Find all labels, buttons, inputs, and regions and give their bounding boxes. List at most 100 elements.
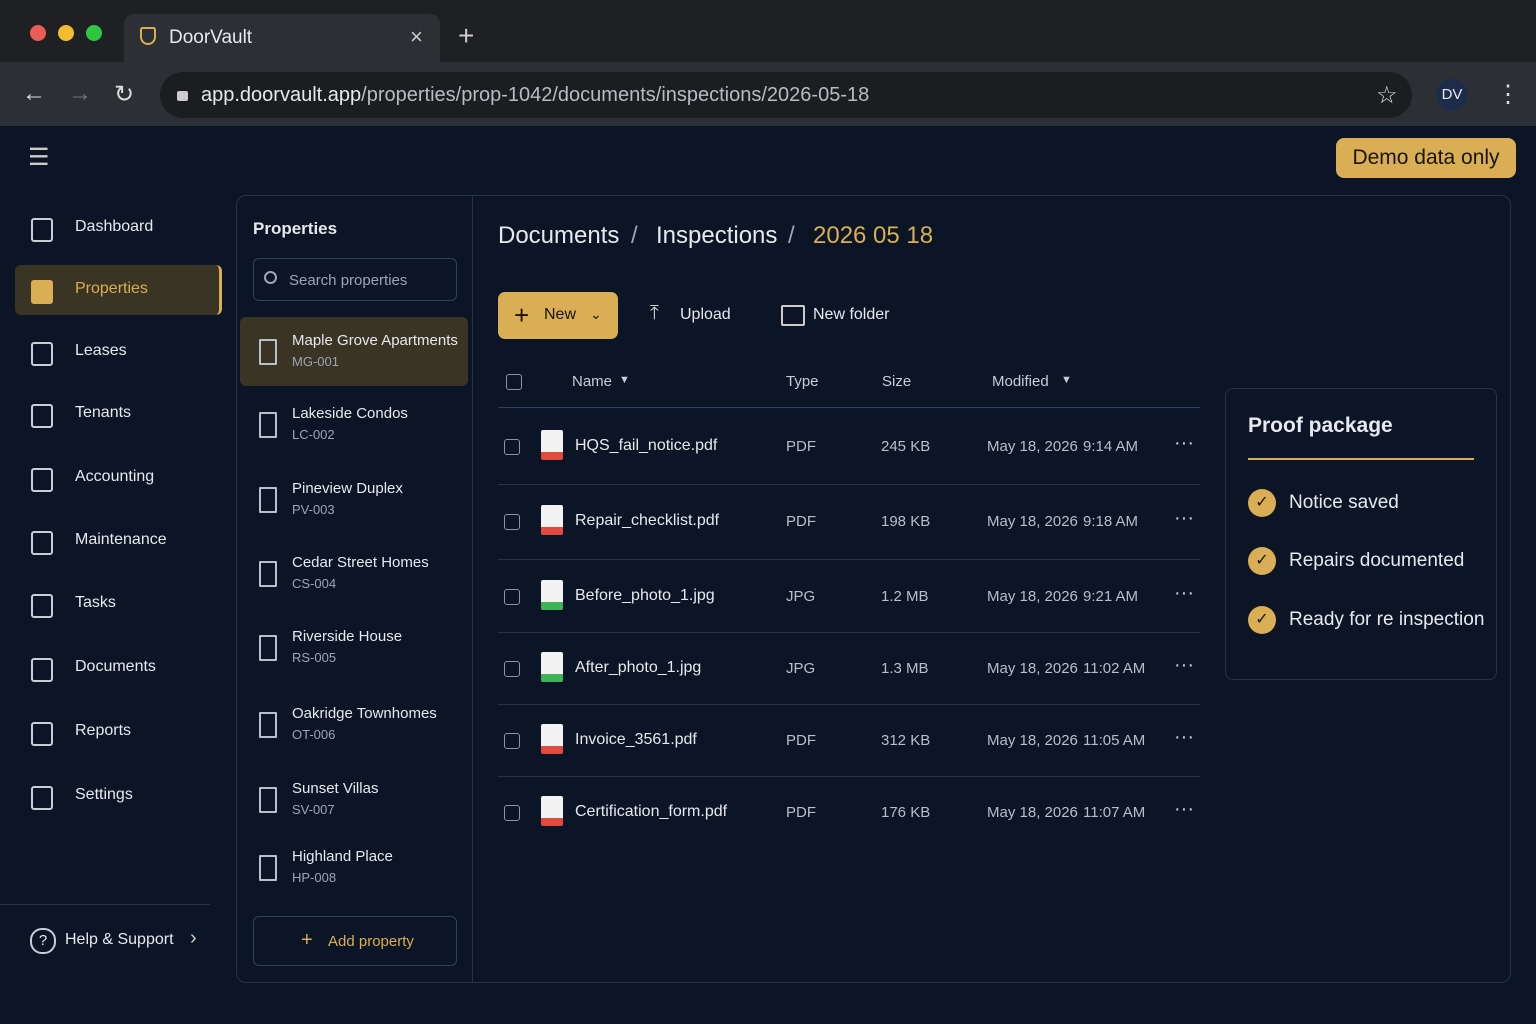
column-header[interactable]: Size (882, 373, 912, 390)
search-placeholder: Search properties (289, 272, 408, 289)
nav-icon (31, 218, 53, 242)
property-name[interactable]: Cedar Street Homes (292, 554, 429, 571)
tab-close[interactable]: × (410, 24, 423, 49)
forward[interactable]: → (68, 80, 92, 107)
hamburger[interactable]: ☰ (28, 144, 50, 171)
building-icon (259, 487, 277, 513)
property-code: HP-008 (292, 870, 337, 885)
file-name[interactable]: Certification_form.pdf (575, 803, 728, 820)
nav-item[interactable]: Reports (75, 722, 132, 739)
row-menu[interactable]: ··· (1174, 654, 1194, 676)
file-date: May 18, 2026 (987, 732, 1078, 749)
checkbox[interactable] (504, 805, 520, 821)
nav-item[interactable]: Tasks (75, 594, 116, 611)
upload[interactable]: Upload (680, 306, 731, 323)
property-name[interactable]: Highland Place (292, 848, 393, 865)
property-name[interactable]: Riverside House (292, 628, 403, 645)
checkbox[interactable] (504, 439, 520, 455)
property-code: RS-005 (292, 650, 337, 665)
building-icon (259, 339, 277, 365)
file-type: JPG (786, 588, 816, 605)
file-name[interactable]: Repair_checklist.pdf (575, 512, 720, 529)
lock-icon (177, 91, 188, 101)
row-menu[interactable]: ··· (1174, 432, 1194, 454)
nav-item[interactable]: Leases (75, 342, 127, 359)
checkbox[interactable] (504, 589, 520, 605)
menu[interactable]: ⋮ (1496, 81, 1520, 108)
checkbox[interactable] (504, 514, 520, 530)
new-tab[interactable]: + (458, 20, 475, 51)
new-folder[interactable]: New folder (813, 306, 890, 323)
nav-icon (31, 280, 53, 304)
tab-title: DoorVault (169, 27, 253, 48)
help-icon: ? (30, 928, 56, 954)
property-code: OT-006 (292, 727, 336, 742)
file-type: PDF (786, 438, 816, 455)
checkbox[interactable] (504, 661, 520, 677)
reload[interactable]: ↻ (114, 81, 135, 108)
file-name[interactable]: Before_photo_1.jpg (575, 587, 715, 604)
url: app.doorvault.app/properties/prop-1042/d… (201, 84, 869, 107)
file-name[interactable]: Invoice_3561.pdf (575, 731, 697, 748)
file-time: 11:05 AM (1083, 732, 1146, 749)
file-size: 1.2 MB (881, 588, 929, 605)
nav-icon (31, 468, 53, 492)
property-selected (240, 317, 468, 386)
new-button[interactable] (498, 292, 618, 339)
add-property[interactable] (253, 916, 457, 966)
row-menu[interactable]: ··· (1174, 582, 1194, 604)
nav-item[interactable]: Maintenance (75, 531, 167, 548)
divider (498, 407, 1200, 408)
max-dot[interactable] (86, 25, 102, 41)
property-code: CS-004 (292, 576, 337, 591)
column-header[interactable]: Type (786, 373, 819, 390)
crumb[interactable]: Documents (498, 222, 620, 249)
nav-item[interactable]: Dashboard (75, 218, 154, 235)
column-header[interactable]: Modified (992, 373, 1049, 390)
search[interactable] (253, 258, 457, 301)
file-icon (541, 580, 563, 610)
file-size: 245 KB (881, 438, 931, 455)
column-header[interactable]: Name (572, 373, 613, 390)
demo-badge: Demo data only (1336, 138, 1516, 178)
separator: / (631, 222, 638, 249)
nav-icon (31, 594, 53, 618)
nav-item[interactable]: Settings (75, 786, 133, 803)
checkbox[interactable] (504, 733, 520, 749)
row-menu[interactable]: ··· (1174, 507, 1194, 529)
file-type: PDF (786, 804, 816, 821)
divider (498, 483, 1200, 485)
tab[interactable] (124, 14, 440, 62)
property-name[interactable]: Maple Grove Apartments (292, 332, 458, 349)
plus-icon: + (301, 929, 313, 951)
plus-icon: + (514, 300, 530, 330)
building-icon (259, 712, 277, 738)
property-name[interactable]: Pineview Duplex (292, 480, 403, 497)
address-bar[interactable] (160, 72, 1412, 118)
file-name[interactable]: HQS_fail_notice.pdf (575, 437, 718, 454)
back[interactable]: ← (22, 80, 46, 107)
min-dot[interactable] (58, 25, 74, 41)
row-menu[interactable]: ··· (1174, 726, 1194, 748)
close-dot[interactable] (30, 25, 46, 41)
proof-panel (1225, 388, 1497, 680)
file-icon (541, 652, 563, 682)
help-link[interactable]: Help & Support (65, 931, 174, 948)
property-name[interactable]: Oakridge Townhomes (292, 705, 437, 722)
nav-item[interactable]: Documents (75, 658, 156, 675)
bookmark[interactable]: ☆ (1376, 82, 1398, 109)
nav-item[interactable]: Accounting (75, 468, 155, 485)
row-menu[interactable]: ··· (1174, 798, 1194, 820)
checkbox[interactable] (506, 374, 522, 390)
file-date: May 18, 2026 (987, 660, 1078, 677)
property-name[interactable]: Sunset Villas (292, 780, 379, 797)
nav-icon (31, 722, 53, 746)
avatar[interactable]: DV (1436, 79, 1468, 111)
nav-item[interactable]: Tenants (75, 404, 132, 421)
crumb[interactable]: Inspections (656, 222, 778, 249)
file-time: 9:21 AM (1083, 588, 1139, 605)
property-name[interactable]: Lakeside Condos (292, 405, 408, 422)
file-time: 9:18 AM (1083, 513, 1139, 530)
file-name[interactable]: After_photo_1.jpg (575, 659, 702, 676)
nav-item[interactable]: Properties (75, 280, 148, 297)
